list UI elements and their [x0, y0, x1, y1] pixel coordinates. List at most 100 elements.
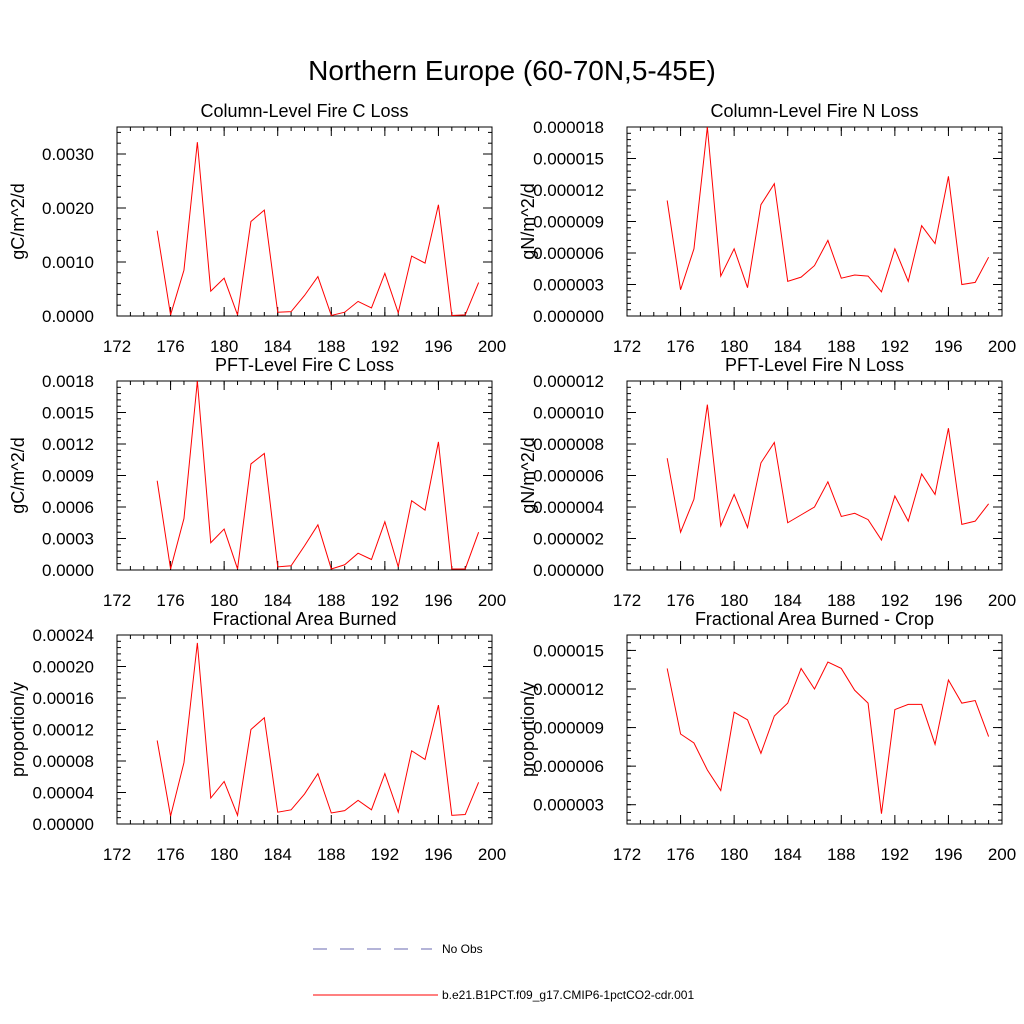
- panel-3: PFT-Level Fire C Loss gC/m^2/d 172 176 180 18…: [8, 355, 506, 610]
- panel-2-xtick-label: 172: [613, 337, 641, 356]
- panel-1-ytick-label: 0.0000: [42, 307, 94, 326]
- panel-1-xtick-label: 176: [156, 337, 184, 356]
- panel-2-ytick-label: 0.000000: [533, 307, 604, 326]
- panel-4-ytick-label: 0.000008: [533, 435, 604, 454]
- panel-1-title: Column-Level Fire C Loss: [200, 101, 408, 121]
- panel-2-xtick-label: 196: [934, 337, 962, 356]
- panel-3-ytick-label: 0.0015: [42, 404, 94, 423]
- panel-1-xtick-label: 184: [264, 337, 292, 356]
- panel-5-xtick-label: 180: [210, 845, 238, 864]
- panel-1-ytick-label: 0.0030: [42, 145, 94, 164]
- panel-2-frame: [626, 126, 1003, 317]
- panel-3-ytick-label: 0.0006: [42, 498, 94, 517]
- legend-label-no-obs: No Obs: [442, 942, 483, 956]
- panel-1-frame: [116, 126, 493, 317]
- panel-2-ytick-label: 0.000018: [533, 118, 604, 137]
- panel-6: Fractional Area Burned - Crop proportion/…: [518, 609, 1016, 864]
- panel-4-series-line: [666, 404, 990, 542]
- panel-2-xtick-label: 200: [988, 337, 1016, 356]
- panel-4-xtick-label: 184: [774, 591, 802, 610]
- panel-5-xtick-label: 196: [424, 845, 452, 864]
- panel-4-xtick-label: 172: [613, 591, 641, 610]
- panel-2-ytick-label: 0.000012: [533, 181, 604, 200]
- panel-2-xtick-label: 188: [827, 337, 855, 356]
- panel-5-ytick-label: 0.00020: [33, 658, 94, 677]
- panel-4-ytick-label: 0.000012: [533, 372, 604, 391]
- panel-4-xtick-label: 188: [827, 591, 855, 610]
- panel-2-series-line: [666, 126, 990, 293]
- panel-5-ytick-label: 0.00012: [33, 721, 94, 740]
- panel-3-xtick-label: 176: [156, 591, 184, 610]
- panel-6-ytick-label: 0.000003: [533, 796, 604, 815]
- panel-2-ytick-label: 0.000003: [533, 276, 604, 295]
- panel-3-series-line: [156, 380, 480, 570]
- legend: No Obs b.e21.B1PCT.f09_g17.CMIP6-1pctCO2…: [313, 942, 694, 1002]
- panel-1-xtick-label: 180: [210, 337, 238, 356]
- panel-4-ytick-label: 0.000010: [533, 404, 604, 423]
- panel-3-xtick-label: 188: [317, 591, 345, 610]
- panel-4-xtick-label: 200: [988, 591, 1016, 610]
- panel-1-xtick-label: 192: [371, 337, 399, 356]
- panel-5-xtick-label: 176: [156, 845, 184, 864]
- panel-6-xtick-label: 192: [881, 845, 909, 864]
- panel-6-xtick-label: 188: [827, 845, 855, 864]
- panel-1-ylabel: gC/m^2/d: [8, 183, 28, 259]
- panel-4-xtick-label: 180: [720, 591, 748, 610]
- panel-2-xtick-label: 192: [881, 337, 909, 356]
- panel-4-xtick-label: 176: [666, 591, 694, 610]
- panel-5-ytick-label: 0.00024: [33, 626, 94, 645]
- panel-1-xtick-label: 172: [103, 337, 131, 356]
- panel-3-ytick-label: 0.0018: [42, 372, 94, 391]
- panel-4-ytick-label: 0.000000: [533, 561, 604, 580]
- panel-4: PFT-Level Fire N Loss gN/m^2/d 172 176 180 18…: [518, 355, 1016, 610]
- panel-5-xtick-label: 172: [103, 845, 131, 864]
- panel-3-ytick-label: 0.0000: [42, 561, 94, 580]
- panel-6-ytick-label: 0.000006: [533, 757, 604, 776]
- panel-5-title: Fractional Area Burned: [212, 609, 396, 629]
- panel-3-ytick-label: 0.0012: [42, 435, 94, 454]
- panel-5: Fractional Area Burned proportion/y 172 176…: [8, 609, 506, 864]
- panel-3-xtick-label: 172: [103, 591, 131, 610]
- panel-3-ytick-label: 0.0003: [42, 530, 94, 549]
- panel-5-xtick-label: 200: [478, 845, 506, 864]
- panel-5-ylabel: proportion/y: [8, 682, 28, 777]
- panels: Column-Level Fire C Loss gC/m^2/d 172 176 18…: [8, 101, 1016, 864]
- panel-5-ytick-label: 0.00000: [33, 815, 94, 834]
- panel-3-title: PFT-Level Fire C Loss: [215, 355, 394, 375]
- panel-1-xtick-label: 200: [478, 337, 506, 356]
- panel-2-xtick-label: 176: [666, 337, 694, 356]
- panel-2: Column-Level Fire N Loss gN/m^2/d 172 176 18…: [518, 101, 1016, 356]
- legend-label-model: b.e21.B1PCT.f09_g17.CMIP6-1pctCO2-cdr.00…: [442, 988, 694, 1002]
- panel-2-ytick-label: 0.000009: [533, 213, 604, 232]
- panel-2-xtick-label: 184: [774, 337, 802, 356]
- panel-2-ylabel: gN/m^2/d: [518, 183, 538, 259]
- panel-6-xtick-label: 176: [666, 845, 694, 864]
- panel-6-xtick-label: 180: [720, 845, 748, 864]
- panel-5-ytick-label: 0.00016: [33, 689, 94, 708]
- panel-5-frame: [116, 634, 493, 825]
- panel-6-ylabel: proportion/y: [518, 682, 538, 777]
- panel-3-frame: [116, 380, 493, 571]
- panel-6-ytick-label: 0.000012: [533, 680, 604, 699]
- panel-1-ytick-label: 0.0010: [42, 253, 94, 272]
- panel-3-ylabel: gC/m^2/d: [8, 437, 28, 513]
- panel-2-ytick-label: 0.000006: [533, 244, 604, 263]
- panel-6-series-line: [666, 661, 990, 814]
- panel-4-ytick-label: 0.000006: [533, 467, 604, 486]
- panel-4-xtick-label: 192: [881, 591, 909, 610]
- panel-1-ytick-label: 0.0020: [42, 199, 94, 218]
- panel-5-ytick-label: 0.00008: [33, 752, 94, 771]
- panel-1-xtick-label: 188: [317, 337, 345, 356]
- panel-6-title: Fractional Area Burned - Crop: [695, 609, 934, 629]
- panel-4-ylabel: gN/m^2/d: [518, 437, 538, 513]
- figure-title: Northern Europe (60-70N,5-45E): [308, 55, 716, 86]
- panel-2-title: Column-Level Fire N Loss: [710, 101, 918, 121]
- panel-4-title: PFT-Level Fire N Loss: [725, 355, 904, 375]
- panel-6-ytick-label: 0.000015: [533, 641, 604, 660]
- panel-3-ytick-label: 0.0009: [42, 467, 94, 486]
- panel-5-ytick-label: 0.00004: [33, 784, 94, 803]
- panel-5-xtick-label: 184: [264, 845, 292, 864]
- panel-6-frame: [626, 634, 1003, 825]
- panel-1-series-line: [156, 142, 480, 317]
